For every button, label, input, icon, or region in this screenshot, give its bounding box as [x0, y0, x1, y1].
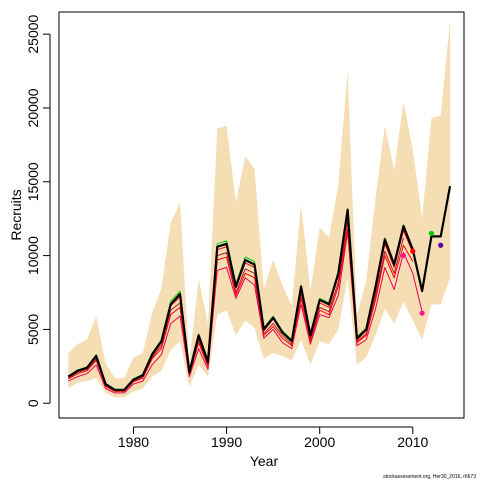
x-tick-label-1: 1990	[211, 434, 242, 450]
x-tick-label-0: 1980	[118, 434, 149, 450]
x-tick-label-3: 2010	[397, 434, 428, 450]
y-tick-label-3: 15000	[25, 162, 41, 201]
series-line-0	[67, 186, 452, 392]
confidence-band-layer	[68, 20, 451, 398]
series-line-4	[68, 231, 423, 394]
x-tick-label-2: 2000	[304, 434, 335, 450]
y-tick-label-5: 25000	[25, 14, 41, 53]
x-axis-title: Year	[250, 453, 279, 469]
y-tick-label-2: 10000	[25, 236, 41, 275]
y-tick-label-0: 0	[25, 399, 41, 407]
y-tick-label-1: 5000	[25, 314, 41, 345]
footnote: stockassessment.org, Her30_2016, r6673	[383, 474, 476, 480]
terminal-point-4	[419, 310, 425, 316]
series-layer	[67, 186, 452, 394]
y-axis-title: Recruits	[8, 189, 24, 240]
axes-layer: 1980 1990 2000 2010 0 5000 10000 15000 20000 2500…	[25, 14, 429, 450]
confidence-band	[68, 20, 451, 398]
terminal-point-3	[410, 248, 416, 254]
y-tick-label-4: 20000	[25, 88, 41, 127]
terminal-point-0	[428, 230, 435, 237]
points-layer	[400, 230, 444, 316]
terminal-point-2	[400, 253, 407, 259]
plot-frame	[58, 11, 465, 419]
terminal-point-1	[438, 242, 444, 248]
